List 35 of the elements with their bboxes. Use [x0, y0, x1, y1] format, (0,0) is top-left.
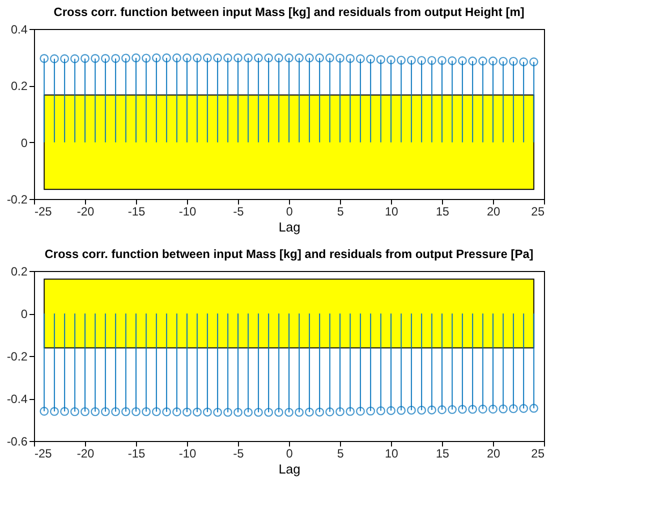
- chart-title: Cross corr. function between input Mass [kg] and residuals from output Height [m]: [54, 5, 524, 19]
- x-tick-label: -15: [128, 446, 146, 460]
- x-tick-label: -20: [76, 204, 94, 218]
- x-tick-label: -10: [178, 204, 196, 218]
- y-tick-label: 0.2: [10, 79, 28, 94]
- x-tick-label: 25: [531, 204, 545, 218]
- y-tick-label: -0.4: [6, 392, 28, 406]
- y-tick-label: -0.6: [6, 434, 28, 448]
- chart-title: Cross corr. function between input Mass [kg] and residuals from output Pressure [Pa]: [44, 247, 534, 261]
- x-axis-title: Lag: [278, 220, 300, 234]
- y-tick-label: -0.2: [6, 350, 28, 364]
- x-tick-label: 10: [384, 446, 398, 460]
- x-tick-label: -25: [34, 204, 52, 218]
- x-tick-label: 5: [337, 204, 344, 218]
- x-tick-label: 5: [337, 446, 344, 460]
- y-tick-label: 0: [20, 136, 28, 150]
- x-tick-label: 20: [486, 446, 500, 460]
- y-tick-label: 0.4: [10, 22, 28, 36]
- y-tick-label: -0.2: [6, 192, 28, 206]
- x-tick-label: -25: [34, 446, 52, 460]
- x-tick-label: 25: [531, 446, 545, 460]
- x-tick-label: 15: [436, 204, 450, 218]
- x-tick-label: 0: [286, 446, 294, 460]
- x-tick-label: 20: [486, 204, 500, 218]
- x-tick-label: -10: [178, 446, 196, 460]
- x-tick-label: -20: [76, 446, 94, 460]
- x-tick-label: 10: [384, 204, 398, 218]
- x-tick-label: -5: [233, 204, 244, 218]
- x-axis-title: Lag: [278, 462, 300, 476]
- x-tick-label: -15: [128, 204, 146, 218]
- y-tick-label: 0.2: [10, 264, 28, 278]
- x-tick-label: 0: [286, 204, 294, 218]
- y-tick-label: 0: [20, 307, 28, 321]
- x-tick-label: 15: [436, 446, 450, 460]
- x-tick-label: -5: [233, 446, 244, 460]
